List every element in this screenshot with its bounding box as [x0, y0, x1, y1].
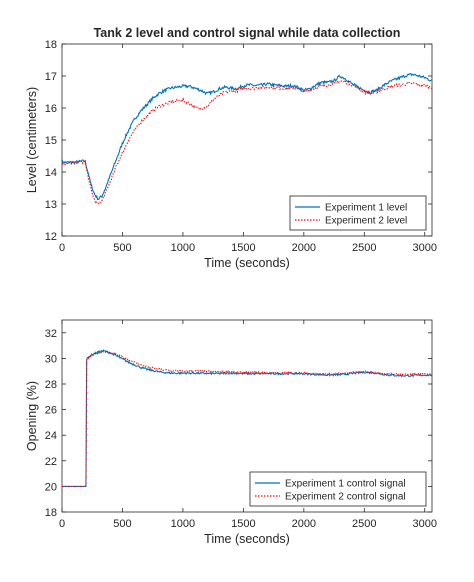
legend-box — [249, 471, 427, 507]
chart-title: Tank 2 level and control signal while da… — [94, 26, 401, 40]
chart-control-signal: 0 500 1000 1500 2000 2500 3000 18 20 22 24 26 28 30 32… — [25, 319, 437, 546]
y-tick-label: 32 — [45, 328, 57, 340]
x-tick-label: 2000 — [292, 242, 316, 254]
y-tick-label: 14 — [45, 167, 57, 179]
y-tick-label: 17 — [45, 71, 57, 83]
series-line-1 — [62, 349, 432, 487]
x-tick-label: 500 — [113, 242, 131, 254]
x-tick-label: 1000 — [171, 242, 195, 254]
y-tick-label: 24 — [45, 430, 57, 442]
y-tick-label: 16 — [45, 103, 57, 115]
y-tick-label: 15 — [45, 135, 57, 147]
y-tick-label: 28 — [45, 379, 57, 391]
series-group — [62, 73, 432, 205]
x-axis-label: Time (seconds) — [204, 532, 290, 546]
legend-label-1: Experiment 1 control signal — [285, 479, 406, 490]
y-tick-label: 12 — [45, 231, 57, 243]
x-tick-label: 1500 — [231, 242, 255, 254]
series-group — [62, 349, 432, 487]
y-tick-label: 26 — [45, 405, 57, 417]
legend: Experiment 1 level Experiment 2 level — [289, 195, 427, 231]
y-tick-label: 20 — [45, 481, 57, 493]
x-tick-label: 3000 — [413, 242, 437, 254]
y-tick-label: 13 — [45, 199, 57, 211]
x-tick-label: 500 — [113, 518, 131, 530]
y-tick-label: 18 — [45, 507, 57, 519]
series-line-2 — [62, 350, 432, 487]
series-line-2 — [62, 79, 432, 205]
x-tick-label: 0 — [59, 242, 65, 254]
legend-label-1: Experiment 1 level — [325, 203, 407, 214]
x-tick-label: 1500 — [231, 518, 255, 530]
legend-label-2: Experiment 2 control signal — [285, 492, 406, 503]
x-tick-label: 1000 — [171, 518, 195, 530]
x-axis-label: Time (seconds) — [204, 256, 290, 270]
x-tick-label: 2500 — [352, 242, 376, 254]
y-tick-label: 30 — [45, 353, 57, 365]
y-axis-label: Level (centimeters) — [25, 87, 39, 193]
y-tick-label: 18 — [45, 39, 57, 51]
legend-box — [289, 195, 427, 231]
x-tick-label: 0 — [59, 518, 65, 530]
legend: Experiment 1 control signal Experiment 2 … — [249, 471, 427, 507]
series-line-1 — [62, 73, 432, 201]
legend-label-2: Experiment 2 level — [325, 216, 407, 227]
x-tick-label: 2500 — [352, 518, 376, 530]
x-tick-label: 2000 — [292, 518, 316, 530]
x-tick-label: 3000 — [413, 518, 437, 530]
chart-tank-level: 0 500 1000 1500 2000 2500 3000 12 13 14 15 16 17 18 Ta… — [25, 26, 437, 270]
y-tick-label: 22 — [45, 456, 57, 468]
y-axis-label: Opening (%) — [25, 381, 39, 451]
